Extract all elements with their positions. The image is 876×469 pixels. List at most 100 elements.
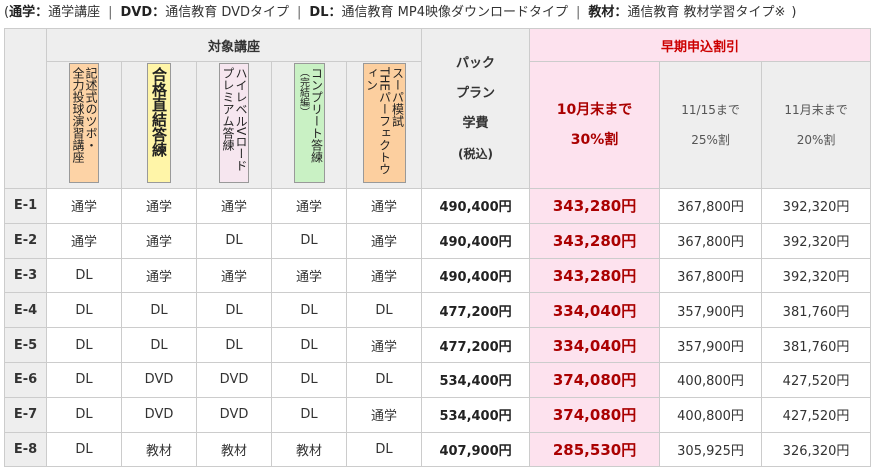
course-type: 通学 (271, 188, 347, 224)
course-type: DL (196, 327, 272, 363)
course-type: DVD (196, 396, 272, 433)
course-type: 通学 (46, 188, 122, 224)
legend: (通学：通学講座 | DVD：通信教育 DVDタイプ | DL：通信教育 MP4映像ダウ… (0, 0, 876, 28)
course-line: コンプリート答練 (309, 67, 324, 163)
discount-header: 早期申込割引 (529, 28, 872, 62)
course-type: 教材 (271, 431, 347, 468)
price: 534,400円 (421, 361, 531, 398)
price: 407,900円 (421, 431, 531, 468)
pack-header-line: プラン (456, 85, 496, 101)
discount-price: 334,040円 (529, 292, 661, 329)
course-type: DL (46, 431, 122, 468)
courses-header: 対象講座 (45, 28, 423, 62)
code: E-2 (4, 222, 47, 259)
discount-price: 400,800円 (659, 361, 763, 398)
table-head: 対象講座 パック プラン 学費 (税込) 早期申込割引 記述式のツボ・ 全力投球演習講座 合格直… (4, 28, 872, 189)
code: E-1 (4, 188, 47, 224)
course-type: DL (345, 292, 423, 329)
course-line: （完結編） (297, 67, 309, 117)
pack-header: パック プラン 学費 (税込) (421, 28, 531, 189)
discount-line: 25%割 (691, 133, 730, 147)
discount-price: 357,900円 (659, 292, 763, 329)
code: E-6 (4, 361, 47, 398)
course-line: THEパーフェクトウィン (364, 67, 392, 175)
legend-key: DL (309, 5, 329, 20)
course-line: プレミアム答練 (221, 67, 235, 151)
legend-separator: | (108, 5, 113, 20)
pack-header-line: (税込) (458, 146, 494, 161)
legend-key: DVD (120, 5, 153, 20)
course-type: 通学 (121, 257, 197, 294)
course-type: 通学 (271, 257, 347, 294)
legend-colon: ： (152, 5, 166, 20)
discount-price: 343,280円 (529, 222, 661, 259)
row: E-2 通学 通学 DL DL 通学 490,400円 343,280円 367,800円 392… (4, 222, 872, 259)
row: E-8 DL 教材 教材 教材 DL 407,900円 285,530円 305,925円 326… (4, 431, 872, 468)
pack-header-line: パック (456, 55, 496, 71)
row: E-1 通学 通学 通学 通学 通学 490,400円 343,280円 367,800円 392… (4, 188, 872, 224)
table-body: E-1 通学 通学 通学 通学 通学 490,400円 343,280円 367,800円 392… (4, 188, 872, 468)
discount-price: 392,320円 (761, 257, 872, 294)
discount-price: 357,900円 (659, 327, 763, 363)
price: 477,200円 (421, 292, 531, 329)
discount-line: 10月末まで (556, 102, 633, 118)
discount-price: 305,925円 (659, 431, 763, 468)
course-type: 通学 (196, 188, 272, 224)
legend-close: ) (791, 5, 797, 20)
course-label: スーパ模試 THEパーフェクトウィン (362, 63, 406, 183)
course-label: コンプリート答練 （完結編） (293, 63, 325, 183)
course-type: DL (271, 327, 347, 363)
course-type: 教材 (196, 431, 272, 468)
discount-price: 374,080円 (529, 361, 661, 398)
plan-table: 対象講座 パック プラン 学費 (税込) 早期申込割引 記述式のツボ・ 全力投球演習講座 合格直… (4, 28, 872, 468)
legend-key: 教材 (588, 5, 615, 20)
price: 534,400円 (421, 396, 531, 433)
course-type: 通学 (46, 222, 122, 259)
course-type: DL (46, 396, 122, 433)
course-type: 通学 (121, 188, 197, 224)
row: E-4 DL DL DL DL DL 477,200円 334,040円 357,900円 381… (4, 292, 872, 329)
row: E-5 DL DL DL DL 通学 477,200円 334,040円 357,900円 381… (4, 327, 872, 363)
row: E-7 DL DVD DVD DL 通学 534,400円 374,080円 400,800円 4… (4, 396, 872, 433)
legend-desc: 通信教育 DVDタイプ (165, 5, 290, 20)
legend-desc: 通信教育 教材学習タイプ※ (627, 5, 786, 20)
course-type: DL (46, 257, 122, 294)
course-type: 通学 (345, 396, 423, 433)
legend-desc: 通学講座 (48, 5, 101, 20)
code: E-4 (4, 292, 47, 329)
course-type: DL (271, 396, 347, 433)
legend-separator: | (297, 5, 302, 20)
discount-price: 343,280円 (529, 188, 661, 224)
course-cell: コンプリート答練 （完結編） (271, 61, 347, 189)
discount-line: 11/15まで (681, 103, 740, 117)
course-type: DL (46, 361, 122, 398)
course-type: DL (271, 361, 347, 398)
discount-price: 285,530円 (529, 431, 661, 468)
course-line: 合格直結答練 (150, 67, 168, 157)
code: E-5 (4, 327, 47, 363)
course-type: DL (271, 292, 347, 329)
row: E-6 DL DVD DVD DL DL 534,400円 374,080円 400,800円 4… (4, 361, 872, 398)
discount-cell: 11月末まで 20%割 (761, 61, 872, 189)
discount-price: 381,760円 (761, 292, 872, 329)
course-cell: ハイレベルVロード プレミアム答練 (196, 61, 272, 189)
discount-price: 367,800円 (659, 188, 763, 224)
course-type: 通学 (345, 188, 423, 224)
price: 477,200円 (421, 327, 531, 363)
row: E-3 DL 通学 通学 通学 通学 490,400円 343,280円 367,800円 392… (4, 257, 872, 294)
legend-colon: ： (614, 5, 628, 20)
discount-price: 392,320円 (761, 188, 872, 224)
discount-price: 392,320円 (761, 222, 872, 259)
course-type: 通学 (196, 257, 272, 294)
discount-price: 367,800円 (659, 222, 763, 259)
price: 490,400円 (421, 222, 531, 259)
discount-price: 334,040円 (529, 327, 661, 363)
legend-colon: ： (35, 5, 49, 20)
head-row: 記述式のツボ・ 全力投球演習講座 合格直結答練 ハイレベルVロード プレミアム答練 コンプ… (5, 61, 872, 189)
course-type: DL (345, 361, 423, 398)
course-type: 通学 (345, 327, 423, 363)
course-cell: 合格直結答練 (121, 61, 197, 189)
course-type: DL (46, 292, 122, 329)
head-row: 対象講座 パック プラン 学費 (税込) 早期申込割引 (4, 28, 872, 189)
